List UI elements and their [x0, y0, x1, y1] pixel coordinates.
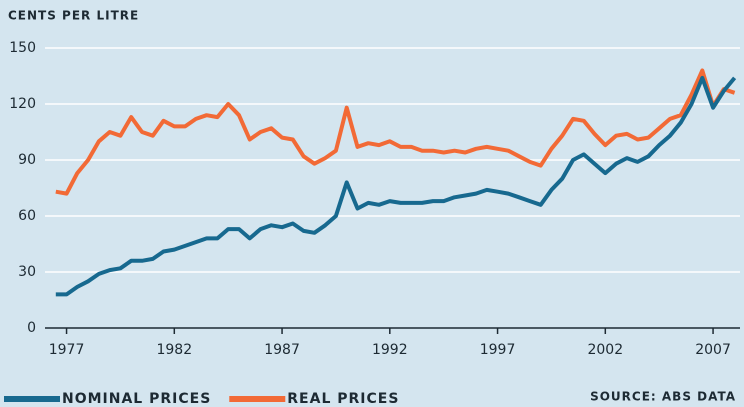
- y-tick-label: 0: [27, 320, 36, 336]
- x-tick-label: 1997: [480, 342, 516, 358]
- y-tick-label: 150: [9, 40, 36, 56]
- legend-label: NOMINAL PRICES: [62, 391, 211, 407]
- x-tick-label: 1987: [264, 342, 300, 358]
- series-line: [55, 68, 736, 196]
- x-tick-label: 1982: [156, 342, 192, 358]
- y-tick-label: 30: [18, 264, 36, 280]
- y-tick-label: 60: [18, 208, 36, 224]
- legend-label: REAL PRICES: [287, 391, 399, 407]
- series-line: [55, 75, 737, 297]
- x-tick-label: 2002: [587, 342, 623, 358]
- y-axis-label: CENTS PER LITRE: [8, 9, 139, 23]
- source-note: SOURCE: ABS DATA: [590, 390, 736, 404]
- x-tick-label: 1992: [372, 342, 408, 358]
- y-tick-label: 120: [9, 96, 36, 112]
- x-tick-label: 1977: [49, 342, 85, 358]
- x-tick-label: 2007: [695, 342, 731, 358]
- y-tick-label: 90: [18, 152, 36, 168]
